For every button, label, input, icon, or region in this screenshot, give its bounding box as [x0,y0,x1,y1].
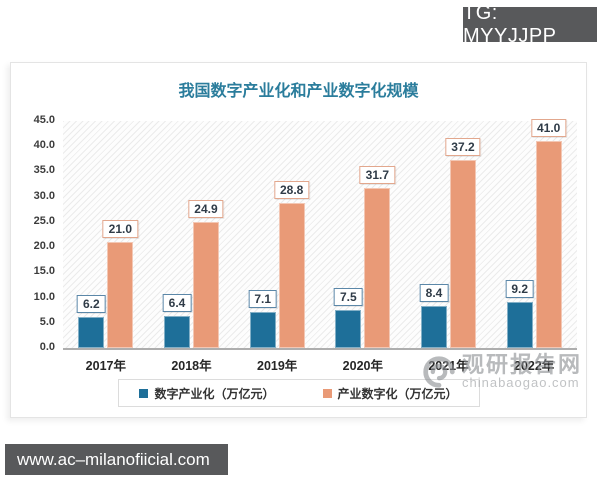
bar [192,222,219,348]
bar-group-2018年: 6.4 24.9 [149,121,235,348]
bar [506,302,533,348]
bar [535,141,562,348]
bar-value-label: 7.1 [248,290,277,308]
legend-item: 产业数字化（万亿元） [322,385,458,402]
bar [163,316,190,348]
bar-value-label: 8.4 [419,284,449,302]
y-tick-label: 30.0 [33,189,55,202]
bar [420,306,447,348]
x-tick-label: 2017年 [85,359,126,373]
legend-swatch-icon [139,388,149,398]
bar-value-label: 28.8 [273,181,310,199]
bar-value-label: 41.0 [530,119,567,137]
bar-value-label: 9.2 [505,280,534,298]
tg-badge: TG: MYYJJPP [463,2,597,47]
bar-group-2017年: 6.2 21.0 [63,121,149,348]
bar-value-label: 6.2 [76,295,106,313]
bar [449,160,476,348]
bar [78,317,105,348]
bar [335,310,362,348]
x-tick-label: 2020年 [342,359,383,373]
x-tick-label: 2019年 [257,359,298,373]
bottom-url-bar: www.ac–milanofiicial.com [5,444,228,475]
bar [249,312,276,348]
y-tick-label: 40.0 [33,139,55,152]
bar-value-label: 37.2 [445,138,481,156]
x-tick-label: 2022年 [514,359,555,373]
bar-group-2021年: 8.4 37.2 [406,121,492,348]
chart-title: 我国数字产业化和产业数字化规模 [178,83,419,100]
bar-group-2020年: 7.5 31.7 [320,121,406,348]
legend: 数字产业化（万亿元） 产业数字化（万亿元） [117,379,480,407]
bar-group-2022年: 9.2 41.0 [491,119,577,348]
bar-value-label: 6.4 [162,294,192,312]
bar-value-label: 21.0 [102,220,139,238]
y-tick-label: 15.0 [33,265,55,278]
x-tick-label: 2021年 [428,359,469,373]
chart-card: 我国数字产业化和产业数字化规模 45.0 40.0 35.0 30.0 25.0 20.0… [10,62,587,418]
bar-group-2019年: 7.1 28.8 [234,121,320,348]
y-tick-label: 20.0 [33,240,55,253]
legend-item: 数字产业化（万亿元） [139,385,275,402]
y-tick-label: 0.0 [39,341,55,353]
plot-area: 6.2 21.0 6.4 24.9 7.1 28.8 7.5 31.7 8.4 37.2 9.2 41… [63,119,577,350]
bar-value-label: 31.7 [359,166,396,184]
watermark-domain: chinabaogao.com [461,375,580,391]
y-tick-label: 10.0 [33,290,55,303]
legend-label: 产业数字化（万亿元） [337,386,458,401]
bar-value-label: 24.9 [188,200,224,218]
y-tick-label: 45.0 [33,114,55,126]
y-tick-label: 25.0 [33,214,55,227]
y-tick-label: 35.0 [33,164,55,177]
bar-value-label: 7.5 [333,288,363,306]
legend-label: 数字产业化（万亿元） [154,386,275,401]
bar [278,203,305,348]
x-tick-label: 2018年 [171,359,212,373]
bar [107,242,134,348]
legend-swatch-icon [322,388,332,398]
bar [364,188,391,348]
y-tick-label: 5.0 [39,315,55,328]
